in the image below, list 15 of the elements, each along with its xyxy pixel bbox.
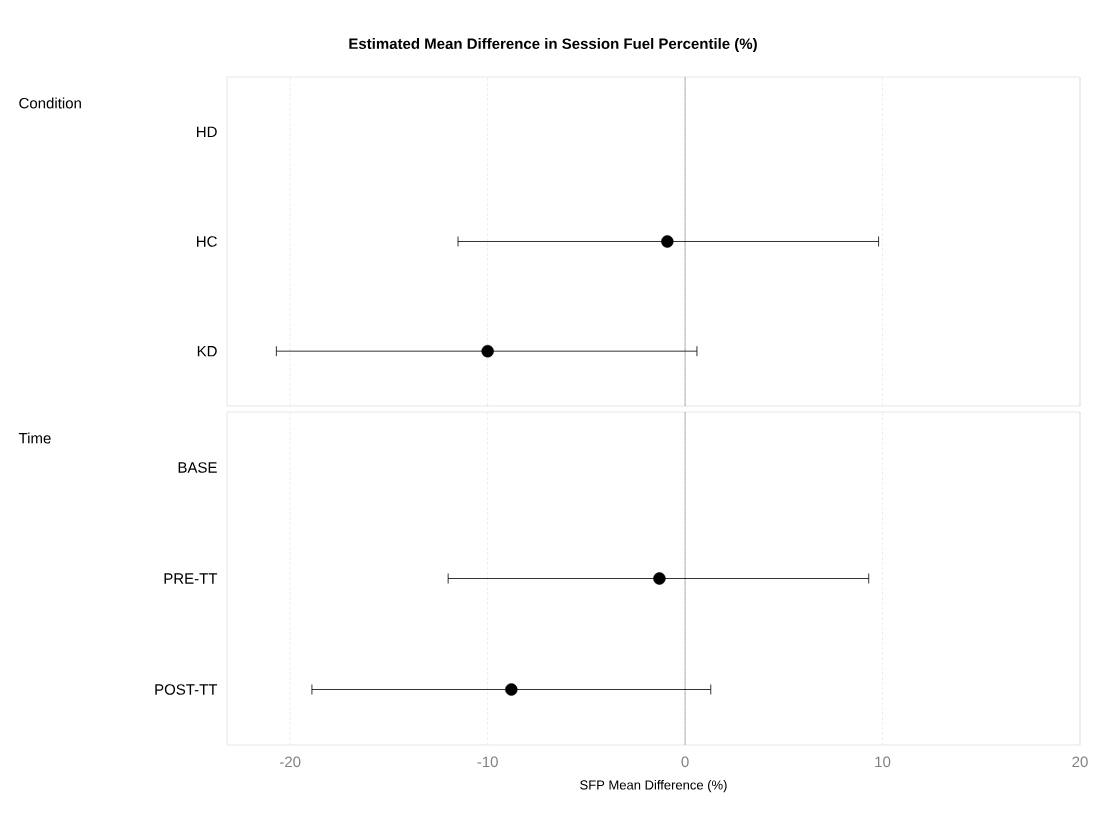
x-tick-label: -10 (477, 756, 498, 768)
chart-title: Estimated Mean Difference in Session Fuel Percentile (%) (349, 38, 757, 52)
x-tick-label: 0 (681, 756, 689, 768)
y-tick-label: BASE (178, 462, 217, 473)
y-tick-label: POST-TT (155, 684, 218, 695)
y-tick-label: HD (197, 126, 217, 137)
y-tick-label: PRE-TT (164, 573, 218, 584)
y-tick-label: HC (197, 236, 217, 247)
x-tick-label: -20 (280, 756, 301, 768)
x-axis-title: SFP Mean Difference (%) (580, 780, 727, 793)
y-tick-label: KD (197, 346, 217, 357)
x-tick-label: 10 (875, 756, 891, 768)
x-tick-label: 20 (1072, 756, 1088, 768)
y-axis-title: Time (18, 432, 51, 444)
y-axis-title: Condition (19, 97, 81, 109)
